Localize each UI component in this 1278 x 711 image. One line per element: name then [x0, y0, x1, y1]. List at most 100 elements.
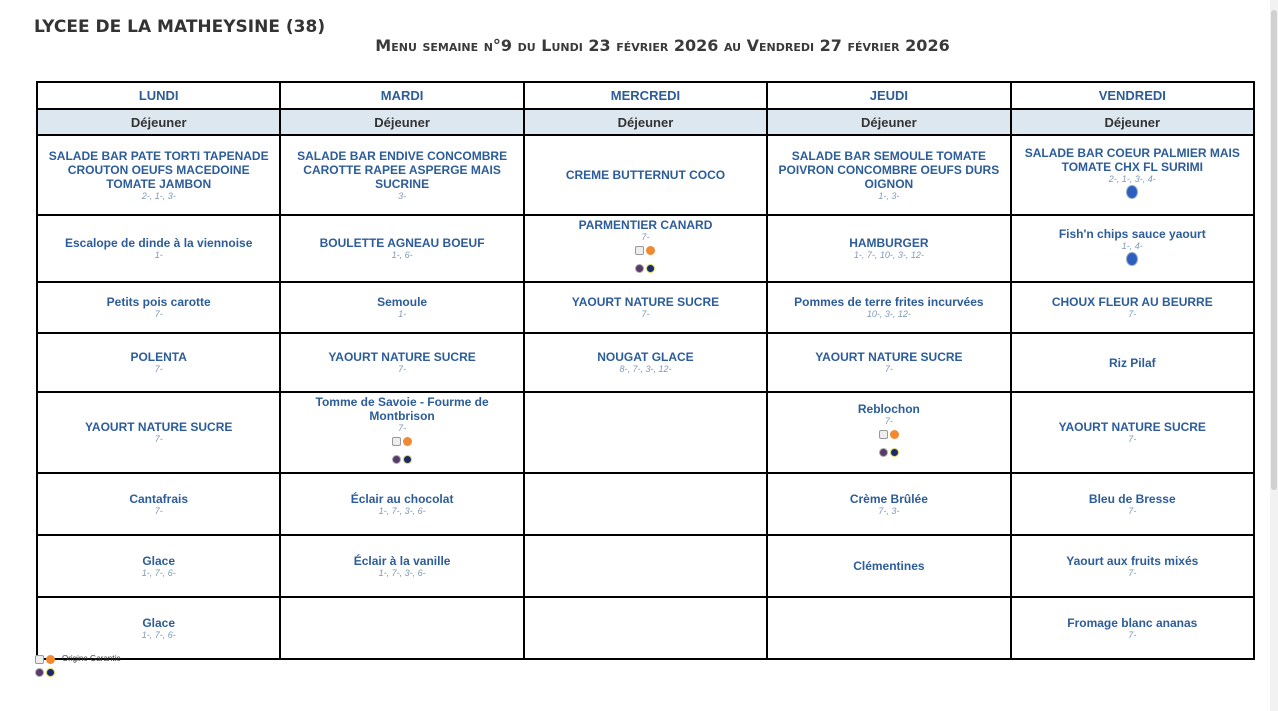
meal-header: Déjeuner [279, 108, 525, 136]
menu-cell: YAOURT NATURE SUCRE 7- [279, 332, 525, 393]
origin-garantie-icon [774, 427, 1003, 463]
legend-label: Origine Garantie [62, 654, 121, 663]
dish-name: YAOURT NATURE SUCRE [85, 420, 233, 434]
page-title: Menu semaine n°9 du Lundi 23 février 202… [375, 36, 950, 55]
scrollbar[interactable] [1270, 0, 1278, 711]
day-header: VENDREDI [1009, 81, 1256, 110]
allergens: 1-, 7-, 6- [141, 567, 176, 578]
allergens: 7- [1128, 505, 1137, 516]
menu-cell: HAMBURGER 1-, 7-, 10-, 3-, 12- [766, 214, 1012, 283]
allergens: 10-, 3-, 12- [866, 309, 911, 319]
menu-cell: Pommes de terre frites incurvées 10-, 3-,… [766, 281, 1012, 334]
menu-cell: Glace 1-, 7-, 6- [35, 596, 282, 660]
dish-name: Fromage blanc ananas [1067, 615, 1198, 630]
menu-cell [766, 596, 1012, 660]
menu-cell: Reblochon 7- [766, 391, 1012, 474]
allergens: 8-, 7-, 3-, 12- [619, 364, 672, 374]
menu-cell: SALADE BAR COEUR PALMIER MAIS TOMATE CHX… [1009, 134, 1256, 216]
menu-cell: SALADE BAR PATE TORTI TAPENADE CROUTON O… [35, 134, 282, 216]
allergens: 7- [154, 309, 163, 319]
dish-name: PARMENTIER CANARD [578, 218, 713, 232]
day-header: MERCREDI [522, 81, 769, 110]
menu-cell [522, 596, 769, 660]
menu-cell: SALADE BAR SEMOULE TOMATE POIVRON CONCOM… [766, 134, 1012, 216]
dish-name: Cantafrais [129, 491, 189, 506]
menu-cell: POLENTA 7- [35, 332, 282, 393]
allergens: 7- [154, 434, 163, 444]
allergens: 7- [1128, 434, 1137, 444]
table-row: SALADE BAR PATE TORTI TAPENADE CROUTON O… [35, 134, 1256, 216]
menu-cell: Bleu de Bresse 7- [1009, 472, 1256, 536]
allergens: 7- [154, 505, 163, 516]
table-row: Glace 1-, 7-, 6- Éclair à la vanille 1-, 7-… [35, 534, 1256, 598]
allergens: 1-, 3- [878, 190, 900, 201]
allergens: 7- [1128, 567, 1137, 578]
allergens: 7- [884, 416, 893, 426]
dish-name: NOUGAT GLACE [597, 350, 694, 364]
allergens: 2-, 1-, 3- [141, 190, 176, 201]
table-row: Petits pois carotte 7- Semoule 1- YAOURT NAT… [35, 281, 1256, 334]
menu-cell: Éclair au chocolat 1-, 7-, 3-, 6- [279, 472, 525, 536]
menu-cell [279, 596, 525, 660]
menu-cell: Glace 1-, 7-, 6- [35, 534, 282, 598]
dish-name: Éclair au chocolat [350, 491, 454, 506]
dish-name: POLENTA [130, 350, 187, 364]
menu-cell: NOUGAT GLACE 8-, 7-, 3-, 12- [522, 332, 769, 393]
meal-header: Déjeuner [766, 108, 1012, 136]
menu-cell: Clémentines [766, 534, 1012, 598]
menu-table: LUNDI MARDI MERCREDI JEUDI VENDREDI Déjeuner D… [35, 81, 1256, 660]
allergens: 7- [641, 309, 650, 319]
menu-cell: Crème Brûlée 7-, 3- [766, 472, 1012, 536]
menu-cell [522, 472, 769, 536]
dish-name: Fish'n chips sauce yaourt [1058, 226, 1206, 241]
table-row: Cantafrais 7- Éclair au chocolat 1-, 7-, 3-… [35, 472, 1256, 536]
dish-name: Éclair à la vanille [353, 553, 451, 568]
meal-header: Déjeuner [1009, 108, 1256, 136]
scrollbar-thumb[interactable] [1271, 10, 1277, 490]
allergens: 7- [398, 364, 407, 374]
menu-cell: Cantafrais 7- [35, 472, 282, 536]
menu-cell: CREME BUTTERNUT COCO [522, 134, 769, 216]
allergens: 1-, 7-, 3-, 6- [378, 567, 426, 578]
dish-name: Crème Brûlée [849, 491, 928, 506]
origin-garantie-icon [287, 434, 516, 470]
origin-garantie-icon [34, 654, 56, 680]
menu-cell [522, 391, 769, 474]
table-row: Escalope de dinde à la viennoise 1- BOULET… [35, 214, 1256, 283]
dish-name: Reblochon [857, 402, 920, 416]
dish-name: HAMBURGER [849, 236, 929, 250]
dish-name: Escalope de dinde à la viennoise [64, 236, 253, 250]
menu-cell: Éclair à la vanille 1-, 7-, 3-, 6- [279, 534, 525, 598]
dish-name: CREME BUTTERNUT COCO [565, 168, 726, 182]
allergens: 7- [154, 364, 163, 374]
dish-name: Bleu de Bresse [1088, 491, 1176, 506]
msc-label-icon [1126, 251, 1139, 266]
dish-name: SALADE BAR SEMOULE TOMATE POIVRON CONCOM… [778, 148, 1000, 191]
dish-name: CHOUX FLEUR AU BEURRE [1051, 295, 1213, 309]
dish-name: Semoule [377, 295, 428, 309]
dish-name: Tomme de Savoie - Fourme de Montbrison [315, 395, 489, 423]
menu-cell: Yaourt aux fruits mixés 7- [1009, 534, 1256, 598]
allergens: 1-, 7-, 10-, 3-, 12- [853, 250, 924, 260]
allergens: 7- [1128, 309, 1137, 319]
allergens: 1-, 6- [391, 250, 413, 260]
dish-name: Pommes de terre frites incurvées [794, 295, 984, 309]
menu-cell: YAOURT NATURE SUCRE 7- [522, 281, 769, 334]
allergens: 1- [398, 309, 407, 319]
day-header: LUNDI [35, 81, 282, 110]
allergens: 7-, 3- [878, 505, 900, 516]
menu-cell: CHOUX FLEUR AU BEURRE 7- [1009, 281, 1256, 334]
allergens: 3- [398, 190, 407, 201]
menu-cell: YAOURT NATURE SUCRE 7- [35, 391, 282, 474]
dish-name: Riz Pilaf [1108, 355, 1156, 370]
dish-name: YAOURT NATURE SUCRE [1058, 420, 1206, 434]
allergens: 7- [884, 364, 893, 374]
menu-cell [522, 534, 769, 598]
menu-cell: Escalope de dinde à la viennoise 1- [35, 214, 282, 283]
dish-name: SALADE BAR ENDIVE CONCOMBRE CAROTTE RAPE… [297, 148, 508, 191]
allergens: 1-, 4- [1121, 240, 1143, 251]
dish-name: SALADE BAR PATE TORTI TAPENADE CROUTON O… [48, 148, 269, 191]
school-name: LYCEE DE LA MATHEYSINE (38) [34, 17, 326, 37]
dish-name: Glace [142, 553, 176, 568]
allergens: 7- [398, 423, 407, 433]
